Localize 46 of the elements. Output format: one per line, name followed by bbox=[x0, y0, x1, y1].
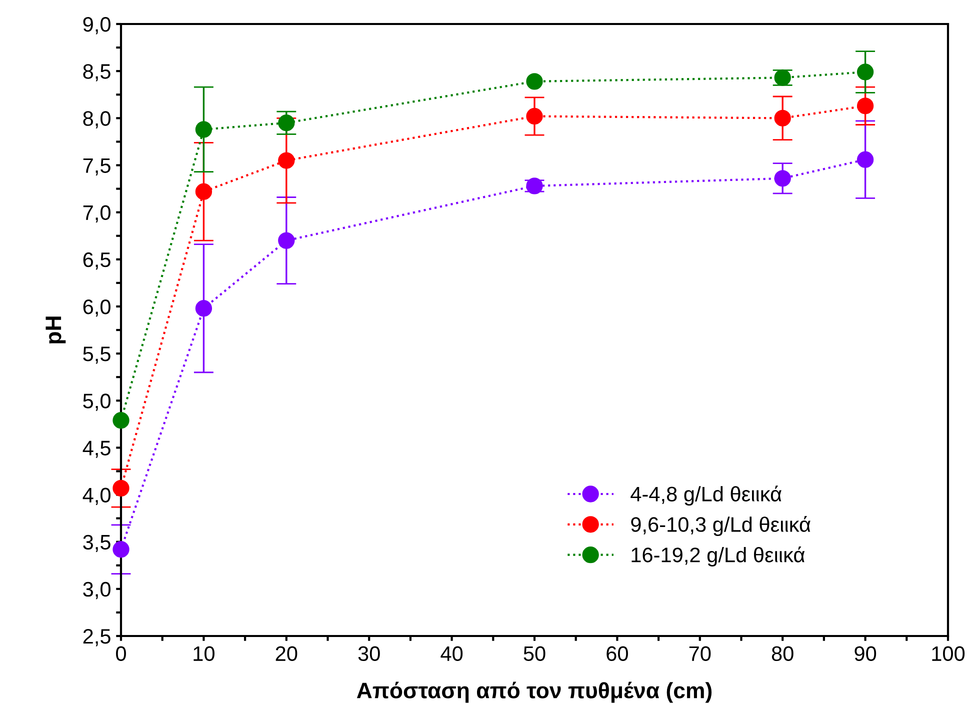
x-tick-label: 60 bbox=[606, 646, 628, 662]
legend-label: 4-4,8 g/Ld θειικά bbox=[630, 486, 782, 506]
y-tick-label: 7,5 bbox=[83, 158, 110, 176]
point bbox=[526, 73, 543, 90]
y-tick-label: 8,0 bbox=[83, 111, 110, 128]
y-tick-label: 6,0 bbox=[83, 299, 110, 317]
y-tick-label: 3,5 bbox=[83, 534, 110, 552]
y-tick-label: 5,0 bbox=[83, 394, 110, 411]
point bbox=[195, 300, 212, 317]
y-tick-label: 5,5 bbox=[83, 346, 110, 364]
point bbox=[195, 183, 212, 200]
point bbox=[278, 152, 295, 169]
legend-label: 16-19,2 g/Ld θειικά bbox=[632, 546, 805, 566]
x-tick-label: 0 bbox=[116, 646, 126, 662]
y-tick-label: 6,5 bbox=[83, 252, 110, 270]
point bbox=[112, 541, 130, 558]
point bbox=[112, 412, 130, 429]
point bbox=[112, 480, 130, 497]
point bbox=[856, 64, 874, 80]
point bbox=[526, 108, 543, 125]
point bbox=[278, 232, 295, 249]
y-tick-label: 3,0 bbox=[83, 582, 110, 600]
x-tick-label: 20 bbox=[276, 646, 298, 662]
x-tick-label: 30 bbox=[358, 646, 380, 662]
x-axis-title: Απόσταση από τον πυθμένα (cm) bbox=[356, 682, 712, 703]
x-tick-label: 40 bbox=[440, 646, 463, 662]
y-tick-label: 4,0 bbox=[82, 488, 110, 505]
legend-label: 9,6-10,3 g/Ld θειικά bbox=[631, 516, 810, 536]
point bbox=[856, 98, 874, 114]
y-tick-label: 8,5 bbox=[83, 64, 110, 82]
point bbox=[774, 110, 791, 126]
y-tick-label: 4,5 bbox=[82, 440, 110, 458]
y-tick-label: 2,5 bbox=[83, 629, 110, 646]
point bbox=[195, 121, 212, 138]
x-tick-label: 10 bbox=[194, 646, 214, 662]
point bbox=[774, 170, 791, 187]
x-tick-label: 80 bbox=[772, 646, 794, 662]
x-tick-label: 90 bbox=[854, 646, 876, 662]
y-axis-title: pH bbox=[46, 316, 66, 344]
x-tick-label: 70 bbox=[689, 646, 711, 662]
y-tick-label: 7,0 bbox=[83, 205, 110, 223]
point bbox=[278, 114, 295, 132]
point bbox=[856, 151, 874, 168]
y-tick-label: 9,0 bbox=[83, 17, 110, 34]
x-tick-label: 100 bbox=[932, 646, 965, 662]
x-tick-label: 50 bbox=[524, 646, 546, 662]
